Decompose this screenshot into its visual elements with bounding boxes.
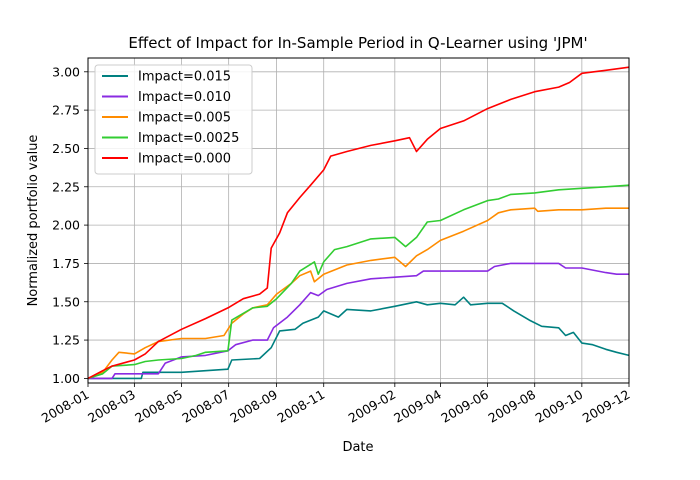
y-tick-label: 2.50 [52,141,80,156]
legend-box [94,64,253,175]
legend-entry-label: Impact=0.005 [138,111,231,126]
legend: Impact=0.015 Impact=0.010 Impact=0.005 Impa… [94,64,253,175]
chart-title: Effect of Impact for In-Sample Period in… [128,34,587,52]
legend-entry-label: Impact=0.010 [138,90,231,105]
series-line-4 [87,184,630,380]
y-tick-label: 2.00 [52,218,80,233]
series-line-5 [87,66,630,380]
series-line-1 [88,296,630,380]
legend-entry-label: Impact=0.000 [138,152,231,167]
series-layer [87,66,630,380]
legend-entry-label: Impact=0.015 [138,70,231,85]
y-tick-label: 1.50 [52,294,80,309]
y-axis: 1.00 1.25 1.50 1.75 2.00 2.25 2.50 2.75 3.00 [52,64,88,386]
x-axis-label: Date [342,440,373,455]
y-tick-label: 2.75 [52,103,80,118]
y-axis-label: Normalized portfolio value [26,135,41,307]
y-tick-label: 3.00 [52,64,80,79]
y-tick-label: 2.25 [52,179,80,194]
plot-frame [87,57,630,384]
y-tick-label: 1.25 [52,333,80,348]
y-tick-label: 1.00 [52,371,80,386]
legend-entry-label: Impact=0.0025 [138,131,239,146]
y-tick-label: 1.75 [52,256,80,271]
